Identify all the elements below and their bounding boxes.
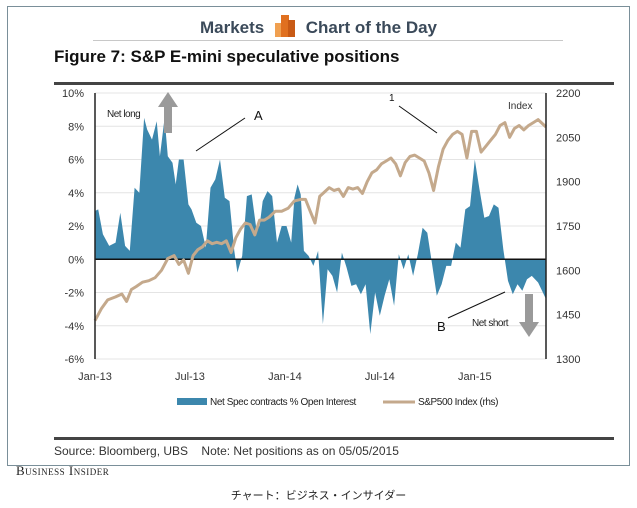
annotations: Net long Net short A B 1 Index: [107, 92, 539, 337]
annotation-1-pointer: [398, 105, 438, 134]
annotation-a: A: [254, 108, 263, 123]
up-arrow-icon: [158, 92, 178, 133]
x-tick-label: Jan-13: [78, 371, 112, 383]
annotation-a-pointer: [195, 117, 246, 152]
left-tick-label: -4%: [64, 321, 84, 333]
right-tick-label: 2050: [556, 132, 580, 144]
legend-swatch-net-spec: [177, 398, 207, 405]
right-tick-labels: 2200 2050 1900 1750 1600 1450 1300: [556, 88, 580, 366]
x-tick-label: Jul-14: [365, 371, 395, 383]
annotation-b-pointer: [447, 291, 506, 319]
left-tick-label: 6%: [68, 155, 84, 167]
legend-label-sp500: S&P500 Index (rhs): [418, 397, 498, 408]
right-tick-label: 1600: [556, 265, 580, 277]
left-tick-label: 2%: [68, 221, 84, 233]
figure-title: Figure 7: S&P E-mini speculative positio…: [54, 47, 400, 66]
brand-logo: Business Insider: [16, 463, 110, 478]
bottom-rule: [54, 437, 614, 440]
right-tick-label: 2200: [556, 88, 580, 100]
left-tick-label: 0%: [68, 254, 84, 266]
header-divider: [93, 40, 563, 41]
chart: 10% 8% 6% 4% 2% 0% -2% -4% -6% 2200 2050 1900 1750 1…: [62, 88, 581, 408]
header: Markets Chart of the Day: [8, 15, 629, 38]
net-short-label: Net short: [472, 318, 509, 329]
down-arrow-icon: [519, 294, 539, 337]
chart-frame: Markets Chart of the Day Figure 7: S&P E…: [7, 6, 630, 478]
right-tick-label: 1900: [556, 177, 580, 189]
sp500-line: [93, 118, 548, 322]
left-tick-labels: 10% 8% 6% 4% 2% 0% -2% -4% -6%: [62, 88, 84, 366]
x-tick-label: Jan-14: [268, 371, 302, 383]
annotation-1: 1: [389, 93, 395, 104]
source-note: Source: Bloomberg, UBS Note: Net positio…: [54, 444, 399, 458]
top-rule: [54, 82, 614, 85]
legend: Net Spec contracts % Open Interest S&P500…: [177, 397, 499, 408]
x-tick-label: Jan-15: [458, 371, 492, 383]
left-tick-label: 4%: [68, 188, 84, 200]
right-tick-label: 1750: [556, 221, 580, 233]
net-spec-area: [95, 117, 546, 335]
header-markets: Markets: [199, 18, 265, 37]
net-long-label: Net long: [107, 109, 140, 120]
annotation-b: B: [437, 319, 446, 334]
index-label: Index: [508, 101, 532, 112]
right-tick-label: 1300: [556, 354, 580, 366]
left-tick-label: 10%: [62, 88, 84, 100]
left-tick-label: -6%: [64, 354, 84, 366]
header-chart-of-the-day: Chart of the Day: [305, 18, 438, 37]
x-tick-label: Jul-13: [175, 371, 205, 383]
right-tick-label: 1450: [556, 310, 580, 322]
caption: チャート：ビジネス・インサイダー: [230, 490, 407, 502]
bar-chart-logo-icon: [274, 15, 295, 37]
left-tick-label: -2%: [64, 288, 84, 300]
legend-label-net-spec: Net Spec contracts % Open Interest: [210, 397, 357, 408]
left-tick-label: 8%: [68, 121, 84, 133]
x-tick-labels: Jan-13 Jul-13 Jan-14 Jul-14 Jan-15: [78, 371, 491, 383]
